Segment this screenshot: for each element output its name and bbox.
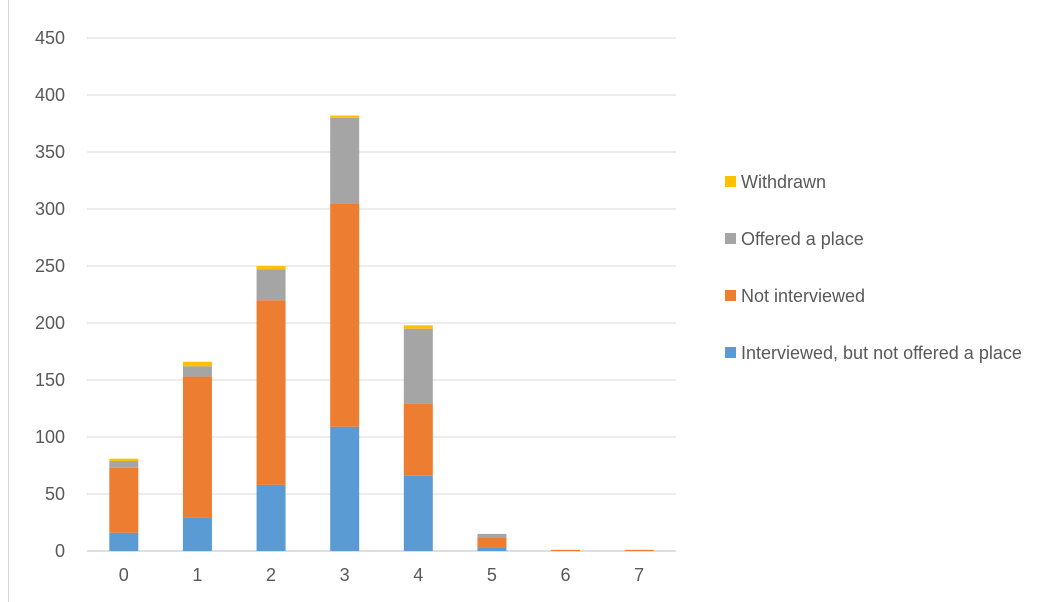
x-tick-label: 6 xyxy=(561,565,571,585)
bar-segment-4-2 xyxy=(403,403,433,476)
legend-swatch xyxy=(725,290,736,301)
bar-segment-1-2 xyxy=(182,376,212,518)
bar-segment-4-1 xyxy=(403,475,433,551)
bar-segment-1-3 xyxy=(182,366,212,377)
x-tick-label: 4 xyxy=(413,565,423,585)
bar-segment-4-3 xyxy=(403,328,433,404)
bar-segment-1-4 xyxy=(182,361,212,367)
y-tick-label: 250 xyxy=(35,256,65,276)
legend-label: Withdrawn xyxy=(741,172,827,192)
bar-segment-5-1 xyxy=(477,547,507,551)
bar-segment-2-3 xyxy=(256,269,286,301)
y-tick-label: 0 xyxy=(55,541,65,561)
y-tick-label: 350 xyxy=(35,142,65,162)
y-tick-label: 300 xyxy=(35,199,65,219)
legend-item: Interviewed, but not offered a place xyxy=(725,341,1051,365)
x-tick-label: 0 xyxy=(119,565,129,585)
bar-segment-4-4 xyxy=(403,325,433,329)
bar-segment-5-3 xyxy=(477,533,507,538)
y-tick-label: 450 xyxy=(35,28,65,48)
legend-item: Withdrawn xyxy=(725,170,1051,194)
x-tick-label: 3 xyxy=(340,565,350,585)
chart-plot: 0 50 100 150 200 250 300 350 400 450 0 1 2 3 4 5 6 7 xyxy=(35,28,676,585)
x-tick-label: 2 xyxy=(266,565,276,585)
bar-segment-3-2 xyxy=(330,203,360,427)
legend-swatch xyxy=(725,176,736,187)
bar-segment-0-1 xyxy=(109,532,139,551)
y-tick-label: 400 xyxy=(35,85,65,105)
bar-segment-6-2 xyxy=(551,549,581,551)
x-tick-label: 1 xyxy=(192,565,202,585)
y-tick-label: 50 xyxy=(45,484,65,504)
bar-segment-3-4 xyxy=(330,115,360,118)
bar-segment-7-2 xyxy=(624,549,654,551)
bar-segment-2-4 xyxy=(256,266,286,270)
bar-segment-2-2 xyxy=(256,300,286,485)
y-tick-label: 200 xyxy=(35,313,65,333)
bar-segment-0-3 xyxy=(109,460,139,468)
bar-segment-0-2 xyxy=(109,467,139,533)
legend-label: Interviewed, but not offered a place xyxy=(741,343,1022,363)
legend-label: Not interviewed xyxy=(741,286,866,306)
y-tick-label: 150 xyxy=(35,370,65,390)
legend-swatch xyxy=(725,233,736,244)
bar-segment-1-1 xyxy=(182,517,212,551)
bar-segment-3-1 xyxy=(330,426,360,551)
x-tick-label: 5 xyxy=(487,565,497,585)
y-tick-label: 100 xyxy=(35,427,65,447)
bar-segment-0-4 xyxy=(109,458,139,461)
legend-item: Offered a place xyxy=(725,227,1051,251)
chart-frame: 0 50 100 150 200 250 300 350 400 450 0 1 2 3 4 5 6 7 With… xyxy=(8,0,1054,602)
legend-swatch xyxy=(725,347,736,358)
bar-segment-3-3 xyxy=(330,117,360,204)
legend-label: Offered a place xyxy=(741,229,864,249)
legend-item: Not interviewed xyxy=(725,284,1051,308)
x-tick-label: 7 xyxy=(634,565,644,585)
bar-segment-5-2 xyxy=(477,537,507,548)
bar-segment-2-1 xyxy=(256,484,286,551)
